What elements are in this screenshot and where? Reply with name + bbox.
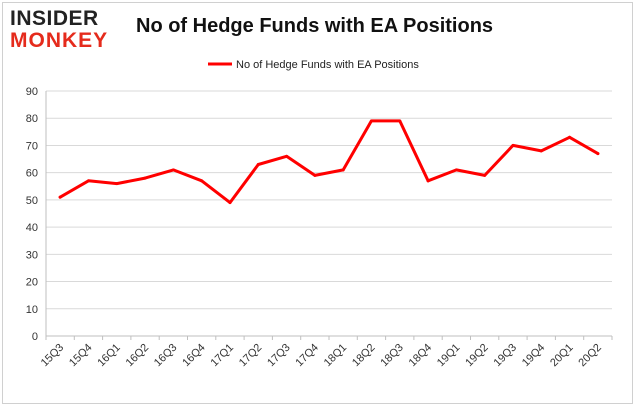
data-point <box>256 163 260 166</box>
data-point <box>483 173 487 177</box>
series-line <box>58 119 600 205</box>
x-tick-label: 15Q3 <box>39 342 67 370</box>
y-tick-label: 0 <box>32 331 38 343</box>
x-tick-label: 16Q1 <box>95 342 123 370</box>
x-tick-label: 18Q4 <box>407 342 435 370</box>
y-tick-label: 80 <box>26 113 38 125</box>
y-tick-label: 30 <box>26 249 38 261</box>
data-point <box>568 135 572 139</box>
logo-line-2: MONKEY <box>10 29 109 52</box>
data-point <box>86 179 90 183</box>
x-tick-label: 19Q4 <box>520 342 548 370</box>
x-tick-label: 19Q2 <box>463 342 491 370</box>
x-tick-label: 20Q2 <box>576 342 604 370</box>
data-point <box>341 168 345 172</box>
y-tick-label: 40 <box>26 222 38 234</box>
y-gridlines <box>46 90 612 337</box>
y-tick-label: 20 <box>26 277 38 289</box>
insider-monkey-logo: INSIDER MONKEY <box>10 8 120 51</box>
x-tick-label: 18Q3 <box>378 342 406 370</box>
data-point <box>143 176 147 180</box>
y-tick-label: 10 <box>26 304 38 316</box>
x-tick-label: 17Q4 <box>293 342 321 370</box>
x-tick-label: 16Q4 <box>180 342 208 370</box>
x-tick-label: 17Q1 <box>209 342 237 370</box>
y-tick-label: 50 <box>26 195 38 207</box>
x-tick-label: 19Q3 <box>492 342 520 370</box>
chart-title: No of Hedge Funds with EA Positions <box>136 15 494 37</box>
legend-label: No of Hedge Funds with EA Positions <box>236 59 419 71</box>
data-point <box>115 182 119 186</box>
data-point <box>426 179 430 183</box>
legend: No of Hedge Funds with EA Positions <box>208 59 419 71</box>
y-tick-label: 60 <box>26 168 38 180</box>
data-point <box>200 179 204 183</box>
data-point <box>596 152 600 156</box>
x-tick-label: 15Q4 <box>67 342 95 370</box>
data-point <box>58 195 62 199</box>
data-point <box>511 143 515 147</box>
x-tick-label: 16Q2 <box>124 342 152 370</box>
data-point <box>313 173 317 177</box>
x-tick-label: 20Q1 <box>548 342 576 370</box>
data-point <box>285 154 289 158</box>
x-tick-label: 16Q3 <box>152 342 180 370</box>
data-point <box>398 119 402 123</box>
data-point <box>171 168 175 172</box>
x-tick-label: 17Q3 <box>265 342 293 370</box>
y-tick-label: 90 <box>26 86 38 98</box>
data-point <box>369 119 373 123</box>
data-point <box>228 201 232 205</box>
logo-line-1: INSIDER <box>10 7 99 30</box>
x-tick-label: 17Q2 <box>237 342 265 370</box>
x-tick-label: 19Q1 <box>435 342 463 370</box>
data-point <box>539 149 543 153</box>
x-tick-label: 18Q1 <box>322 342 350 370</box>
x-tick-label: 18Q2 <box>350 342 378 370</box>
chart-frame <box>2 2 633 404</box>
y-tick-label: 70 <box>26 140 38 152</box>
data-point <box>454 168 458 172</box>
